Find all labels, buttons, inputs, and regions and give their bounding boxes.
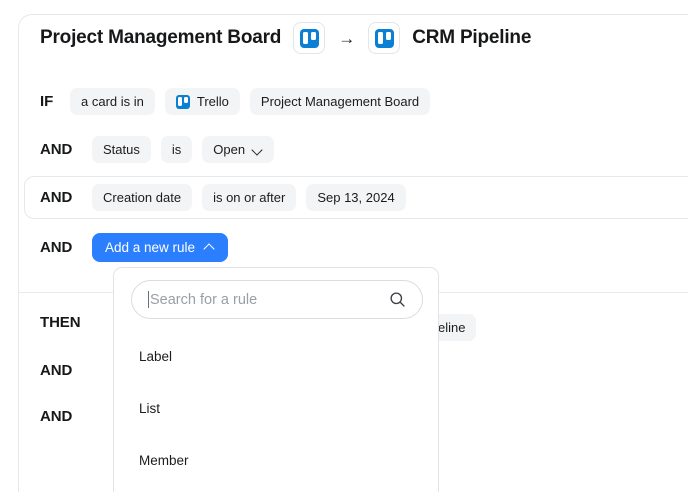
add-rule-dropdown: Label List Member [113,267,439,492]
action-keyword-then: THEN [40,314,81,331]
dropdown-item-list[interactable]: List [139,400,161,416]
chevron-up-icon [204,242,215,253]
rule-keyword-and: AND [40,141,73,158]
date-value-pill[interactable]: Sep 13, 2024 [306,184,406,211]
source-board-title: Project Management Board [40,27,282,48]
rule-keyword-if: IF [40,93,54,110]
status-value-label: Open [213,142,246,157]
rule-row-add: AND Add a new rule [40,233,229,262]
target-app-chip[interactable] [368,22,401,54]
app-pill-label: Trello [196,94,229,109]
rule-search-box[interactable] [131,280,423,319]
search-icon [390,292,405,307]
trigger-pill[interactable]: a card is in [70,88,155,115]
rule-row-if: IF a card is in Trello Project Managemen… [40,88,431,115]
date-field-pill[interactable]: Creation date [92,184,193,211]
dropdown-item-label[interactable]: Label [139,348,173,364]
app-pill[interactable]: Trello [164,88,240,115]
rule-keyword-and: AND [40,189,73,206]
status-operator-pill[interactable]: is [160,136,193,163]
action-row-and-1: AND [40,362,82,379]
flow-arrow-icon: → [338,28,356,48]
board-flow-header: Project Management Board → CRM Pipeline [40,22,531,54]
rule-keyword-and: AND [40,239,73,256]
action-row-and-2: AND [40,408,82,425]
status-value-pill[interactable]: Open [202,136,275,163]
date-operator-pill[interactable]: is on or after [202,184,297,211]
add-a-new-rule-button[interactable]: Add a new rule [92,233,229,262]
add-rule-label: Add a new rule [105,240,196,255]
search-input[interactable] [150,291,383,308]
rule-options-list: Label List Member [114,330,438,492]
status-field-pill[interactable]: Status [92,136,151,163]
target-board-title: CRM Pipeline [412,27,532,48]
source-app-chip[interactable] [293,22,326,54]
trello-icon [175,94,190,109]
action-row-then: THEN [40,314,90,331]
action-keyword-and: AND [40,362,73,379]
rule-row-status: AND Status is Open [40,136,275,163]
text-cursor [148,291,149,308]
board-pill[interactable]: Project Management Board [249,88,431,115]
chevron-down-icon [252,144,263,155]
rule-row-creation-date: AND Creation date is on or after Sep 13,… [40,184,406,211]
action-keyword-and: AND [40,408,73,425]
trello-icon [299,28,319,48]
dropdown-item-member[interactable]: Member [139,452,189,468]
trello-icon [374,28,394,48]
